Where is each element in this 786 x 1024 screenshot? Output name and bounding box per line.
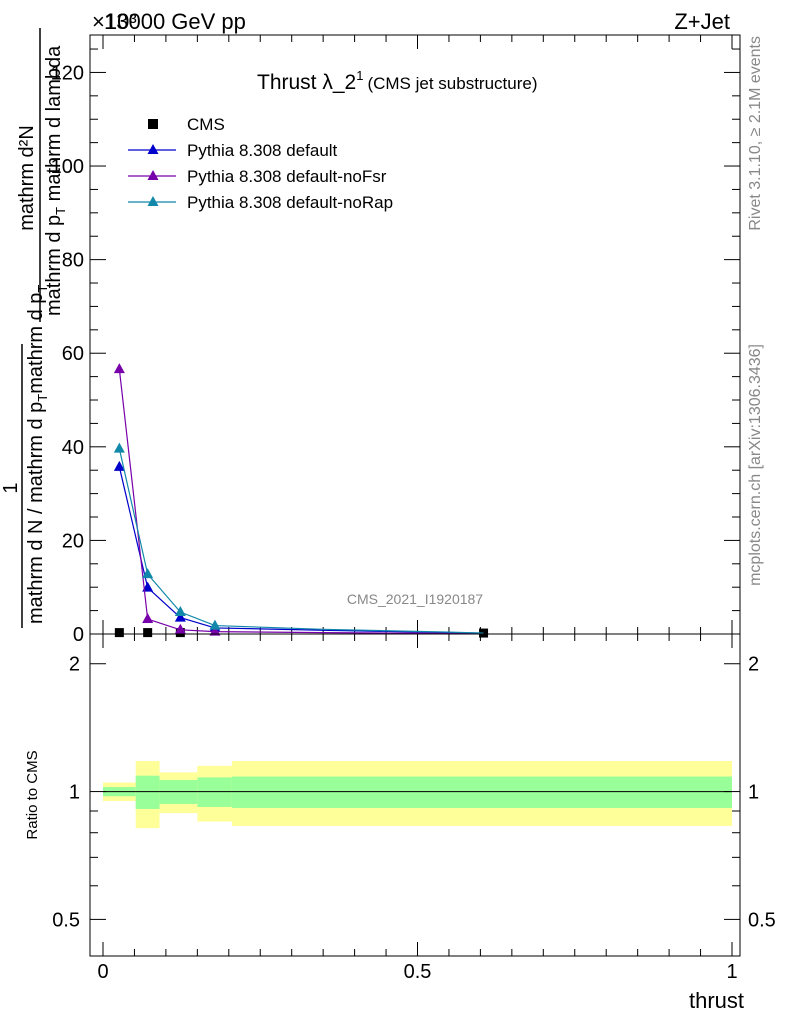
ratio-y-tick-label-left: 0.5 — [52, 909, 80, 931]
data-point — [209, 625, 221, 636]
legend-marker — [147, 170, 159, 180]
main-y-axis: 0 20 40 60 80 100 120 — [51, 48, 740, 646]
mcplots-side-label: mcplots.cern.ch [arXiv:1306.3436] — [747, 344, 764, 586]
y-tick-label: 20 — [62, 530, 84, 552]
energy-label: 13000 GeV pp — [104, 9, 246, 34]
y-tick-label: 80 — [62, 250, 84, 272]
data-point — [113, 442, 125, 453]
main-y-label: 1 mathrm d N / mathrm d pTmathrm d pT ma… — [0, 28, 68, 628]
y-tick-label: 40 — [62, 437, 84, 459]
ratio-y-axis: 0.5 0.5 1 1 2 2 — [52, 654, 776, 932]
ylabel-right-numer: mathrm d²N — [16, 125, 38, 231]
ratio-inner-band — [231, 776, 732, 808]
legend-label: Pythia 8.308 default-noFsr — [187, 167, 387, 186]
y-tick-label: 0 — [73, 624, 84, 646]
series-line — [118, 466, 484, 634]
chart-title: Thrust λ_21 (CMS jet substructure) — [257, 68, 538, 94]
legend-marker — [147, 144, 159, 154]
x-tick-label: 0 — [97, 961, 108, 983]
rivet-side-label: Rivet 3.1.10, ≥ 2.1M events — [747, 36, 764, 231]
y-tick-label: 60 — [62, 343, 84, 365]
ratio-y-tick-label-left: 2 — [69, 654, 80, 676]
x-tick-label: 1 — [726, 961, 737, 983]
legend-marker — [147, 196, 159, 206]
process-label: Z+Jet — [674, 9, 730, 34]
ratio-bands — [103, 761, 732, 829]
data-point — [209, 619, 221, 630]
data-point — [174, 611, 186, 622]
ylabel-left-numer: 1 — [0, 482, 22, 493]
data-point — [142, 581, 154, 592]
ratio-inner-band — [197, 777, 232, 807]
legend-label: Pythia 8.308 default — [187, 141, 338, 160]
ratio-inner-band — [135, 775, 160, 809]
main-panel: 0 20 40 60 80 100 120 Thrust λ_21 (CMS jet subs… — [0, 28, 741, 646]
x-tick-label: 0.5 — [404, 961, 432, 983]
legend-marker — [148, 119, 158, 129]
ratio-y-tick-label-right: 2 — [748, 654, 759, 676]
data-point — [113, 363, 125, 374]
exponent-label: ×10³ — [92, 9, 137, 34]
ratio-y-tick-label-right: 0.5 — [748, 909, 776, 931]
ylabel-left-denom: mathrm d N / mathrm d pTmathrm d pT — [25, 285, 50, 624]
ratio-panel: 0.5 0.51 12 2 0 0.5 1 Ratio to CMS thrust — [24, 633, 776, 1013]
data-point — [174, 623, 186, 634]
ratio-y-tick-label-right: 1 — [748, 782, 759, 804]
ratio-x-axis: 0 0.5 1 — [97, 634, 738, 983]
ratio-y-tick-label-left: 1 — [69, 782, 80, 804]
legend: CMS Pythia 8.308 default Pythia 8.308 defa… — [128, 115, 393, 212]
data-point — [142, 568, 154, 579]
data-point — [143, 628, 153, 638]
legend-label: Pythia 8.308 default-noRap — [187, 193, 393, 212]
x-axis-label: thrust — [689, 988, 744, 1013]
y-tick-label: 100 — [51, 156, 84, 178]
ratio-y-label: Ratio to CMS — [24, 750, 41, 839]
legend-label: CMS — [187, 115, 225, 134]
analysis-watermark: CMS_2021_I1920187 — [347, 591, 483, 607]
y-tick-label: 120 — [51, 62, 84, 84]
data-point — [142, 613, 154, 624]
data-point — [174, 606, 186, 617]
ylabel-right-denom: mathrm d pT mathrm d lambda — [43, 45, 68, 316]
ratio-frame — [89, 633, 741, 957]
data-point — [114, 628, 124, 638]
data-point — [113, 460, 125, 471]
